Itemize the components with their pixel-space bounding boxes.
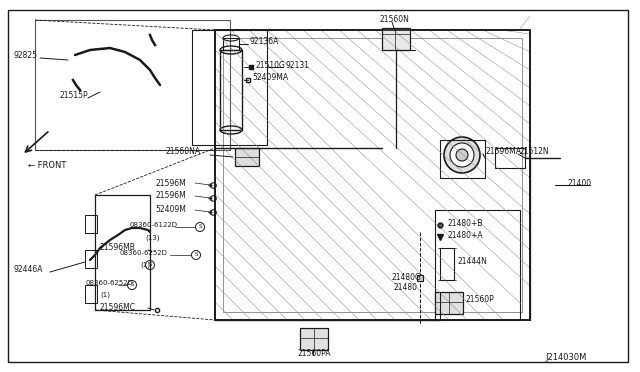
Bar <box>382 28 410 50</box>
Text: J214030M: J214030M <box>545 353 586 362</box>
Text: 21560P: 21560P <box>466 295 495 305</box>
Circle shape <box>444 137 480 173</box>
Bar <box>495 148 525 168</box>
Text: 21560N: 21560N <box>380 16 410 25</box>
Text: 21560NA: 21560NA <box>165 148 200 157</box>
Text: 92131: 92131 <box>285 61 309 70</box>
Text: 92446A: 92446A <box>14 266 44 275</box>
Text: 21444N: 21444N <box>458 257 488 266</box>
Text: 21596M: 21596M <box>155 192 186 201</box>
Text: 21560PA: 21560PA <box>298 349 332 357</box>
Bar <box>35 20 230 150</box>
Text: 21596MA: 21596MA <box>485 148 521 157</box>
Circle shape <box>456 149 468 161</box>
Text: S: S <box>195 253 198 257</box>
Text: 08360-6122D: 08360-6122D <box>130 222 178 228</box>
Text: 21596MB: 21596MB <box>100 244 136 253</box>
Bar <box>215 30 530 320</box>
Text: 92136A: 92136A <box>250 38 280 46</box>
Text: 21596M: 21596M <box>155 179 186 187</box>
Text: 21510G: 21510G <box>256 61 286 70</box>
Bar <box>85 250 97 268</box>
Bar <box>300 328 328 350</box>
Bar <box>85 215 97 233</box>
Circle shape <box>450 143 474 167</box>
Text: 52409MA: 52409MA <box>252 74 288 83</box>
Text: 92825: 92825 <box>14 51 38 60</box>
Text: 21480+B: 21480+B <box>447 218 483 228</box>
Bar <box>220 50 242 130</box>
Bar <box>223 38 239 50</box>
Text: ← FRONT: ← FRONT <box>28 160 67 170</box>
Bar <box>435 210 520 320</box>
Text: 52409M: 52409M <box>155 205 186 215</box>
Bar <box>223 38 522 312</box>
Bar <box>440 140 485 178</box>
Text: 08360-6252D: 08360-6252D <box>85 280 133 286</box>
Text: 21400: 21400 <box>568 179 592 187</box>
Text: (1): (1) <box>140 262 150 268</box>
Bar <box>435 292 463 314</box>
Text: S: S <box>131 282 134 288</box>
Text: 21515P: 21515P <box>60 90 88 99</box>
Text: S: S <box>198 224 202 230</box>
Text: 21480: 21480 <box>393 283 417 292</box>
Bar <box>440 248 454 280</box>
Text: (1): (1) <box>100 292 110 298</box>
Bar <box>95 195 150 310</box>
Text: 21480G: 21480G <box>392 273 422 282</box>
Bar <box>85 285 97 303</box>
Text: S: S <box>148 263 152 267</box>
Text: 21596MC: 21596MC <box>100 304 136 312</box>
Text: 08360-6252D: 08360-6252D <box>120 250 168 256</box>
Text: (13): (13) <box>145 235 159 241</box>
Bar <box>235 148 259 166</box>
Text: 21512N: 21512N <box>520 148 550 157</box>
Bar <box>192 30 267 145</box>
Text: 21480+A: 21480+A <box>447 231 483 240</box>
